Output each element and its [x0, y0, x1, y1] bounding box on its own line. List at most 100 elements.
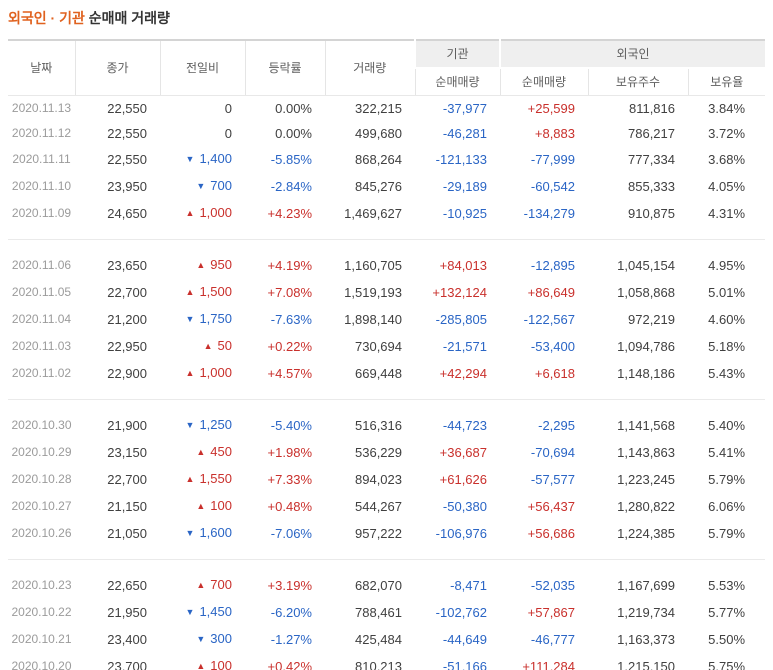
date-cell: 2020.11.02 [11, 366, 72, 380]
table-row: 2020.10.20 23,700 ▲ 100 +0.42% 810,213 -51,166… [8, 653, 765, 670]
col-header-foreigner: 외국인 [498, 40, 766, 69]
up-arrow-icon: ▲ [196, 260, 206, 270]
volume-cell: 322,215 [355, 101, 402, 116]
volume-cell: 425,484 [355, 632, 402, 647]
volume-cell: 499,680 [355, 126, 402, 141]
date-cell: 2020.11.05 [11, 285, 72, 299]
change-cell: ▼ 1,750 [185, 311, 232, 326]
shares-held-cell: 1,223,245 [617, 472, 675, 487]
foreigner-net-cell: -46,777 [530, 632, 575, 647]
change-cell: ▲ 1,000 [185, 205, 232, 220]
date-cell: 2020.11.09 [11, 206, 72, 220]
date-cell: 2020.10.21 [11, 632, 72, 646]
date-cell: 2020.10.29 [11, 445, 72, 459]
shares-held-cell: 811,816 [628, 101, 675, 116]
change-rate-cell: +7.33% [267, 472, 312, 487]
table-row: 2020.11.10 23,950 ▼ 700 -2.84% 845,276 -29,189… [8, 173, 765, 200]
holding-ratio-cell: 3.72% [708, 126, 746, 141]
group-separator-line [8, 239, 766, 240]
change-cell: 0 [224, 126, 232, 141]
foreigner-net-cell: -134,279 [523, 206, 575, 221]
change-rate-cell: +0.22% [267, 339, 312, 354]
close-cell: 22,550 [107, 101, 147, 116]
foreigner-net-cell: +57,867 [527, 605, 575, 620]
date-cell: 2020.10.28 [11, 472, 72, 486]
col-header-date: 날짜 [8, 40, 75, 96]
table-row: 2020.11.05 22,700 ▲ 1,500 +7.08% 1,519,193 +13… [8, 279, 765, 306]
date-cell: 2020.11.12 [11, 126, 72, 140]
date-cell: 2020.10.23 [11, 578, 72, 592]
close-cell: 23,150 [107, 445, 147, 460]
shares-held-cell: 1,215,150 [617, 659, 675, 670]
table-row: 2020.10.21 23,400 ▼ 300 -1.27% 425,484 -44,649… [8, 626, 765, 653]
institution-net-cell: -10,925 [442, 206, 487, 221]
shares-held-cell: 777,334 [628, 152, 675, 167]
table-row: 2020.11.09 24,650 ▲ 1,000 +4.23% 1,469,627 -10… [8, 200, 765, 227]
volume-cell: 669,448 [355, 366, 402, 381]
change-rate-cell: +1.98% [267, 445, 312, 460]
col-header-institution: 기관 [414, 40, 500, 69]
table-row: 2020.10.29 23,150 ▲ 450 +1.98% 536,229 +36,687… [8, 439, 765, 466]
close-cell: 22,650 [107, 578, 147, 593]
up-arrow-icon: ▲ [185, 287, 195, 297]
change-rate-cell: +7.08% [267, 285, 312, 300]
shares-held-cell: 1,045,154 [617, 258, 675, 273]
close-cell: 23,950 [107, 179, 147, 194]
up-arrow-icon: ▲ [185, 208, 195, 218]
header-row-top: 날짜 종가 전일비 등락률 거래량 기관 외국인 [8, 40, 766, 96]
title-highlight: 외국인 · 기관 [8, 10, 85, 26]
up-arrow-icon: ▲ [196, 661, 206, 670]
table-row: 2020.11.11 22,550 ▼ 1,400 -5.85% 868,264 -121,… [8, 146, 765, 173]
group-separator-line [8, 399, 766, 400]
col-header-foreigner-net: 순매매량 [499, 68, 588, 96]
down-arrow-icon: ▼ [185, 607, 195, 617]
volume-cell: 544,267 [355, 499, 402, 514]
group-separator-cell [8, 387, 766, 412]
down-arrow-icon: ▼ [185, 154, 195, 164]
header-row-sub: 순매매량 순매매량 보유주수 보유율 [8, 68, 766, 96]
volume-cell: 788,461 [355, 605, 402, 620]
foreigner-net-cell: -57,577 [530, 472, 575, 487]
close-cell: 23,400 [107, 632, 147, 647]
title-rest: 순매매 거래량 [88, 10, 170, 26]
institution-net-cell: -8,471 [450, 578, 487, 593]
change-rate-cell: -1.27% [270, 632, 312, 647]
change-rate-cell: +4.19% [267, 258, 312, 273]
change-cell: ▼ 1,250 [185, 417, 232, 432]
volume-cell: 1,469,627 [344, 206, 402, 221]
shares-held-cell: 1,280,822 [617, 499, 675, 514]
shares-held-cell: 972,219 [628, 312, 675, 327]
shares-held-cell: 1,143,863 [617, 445, 675, 460]
change-cell: ▲ 700 [196, 577, 232, 592]
close-cell: 21,900 [107, 418, 147, 433]
table-row: 2020.10.27 21,150 ▲ 100 +0.48% 544,267 -50,380… [8, 493, 765, 520]
date-cell: 2020.10.27 [11, 499, 72, 513]
date-cell: 2020.11.04 [11, 312, 72, 326]
holding-ratio-cell: 5.50% [708, 632, 746, 647]
shares-held-cell: 855,333 [628, 179, 675, 194]
close-cell: 23,700 [107, 659, 147, 670]
volume-cell: 730,694 [355, 339, 402, 354]
change-cell: ▲ 1,500 [185, 284, 232, 299]
table-row: 2020.10.26 21,050 ▼ 1,600 -7.06% 957,222 -106,… [8, 520, 765, 547]
institution-net-cell: +84,013 [439, 258, 487, 273]
shares-held-cell: 1,058,868 [617, 285, 675, 300]
group-separator-cell [8, 547, 766, 572]
date-cell: 2020.10.20 [11, 659, 72, 670]
change-rate-cell: -6.20% [270, 605, 312, 620]
shares-held-cell: 1,148,186 [617, 366, 675, 381]
up-arrow-icon: ▲ [196, 580, 206, 590]
date-cell: 2020.11.10 [11, 179, 72, 193]
down-arrow-icon: ▼ [185, 420, 195, 430]
table-row: 2020.10.28 22,700 ▲ 1,550 +7.33% 894,023 +61,6… [8, 466, 765, 493]
down-arrow-icon: ▼ [185, 314, 195, 324]
close-cell: 21,150 [107, 499, 147, 514]
volume-cell: 957,222 [355, 526, 402, 541]
close-cell: 22,700 [107, 472, 147, 487]
change-cell: ▼ 300 [196, 631, 232, 646]
shares-held-cell: 1,224,385 [617, 526, 675, 541]
holding-ratio-cell: 6.06% [708, 499, 746, 514]
foreigner-net-cell: -12,895 [530, 258, 575, 273]
close-cell: 22,950 [107, 339, 147, 354]
